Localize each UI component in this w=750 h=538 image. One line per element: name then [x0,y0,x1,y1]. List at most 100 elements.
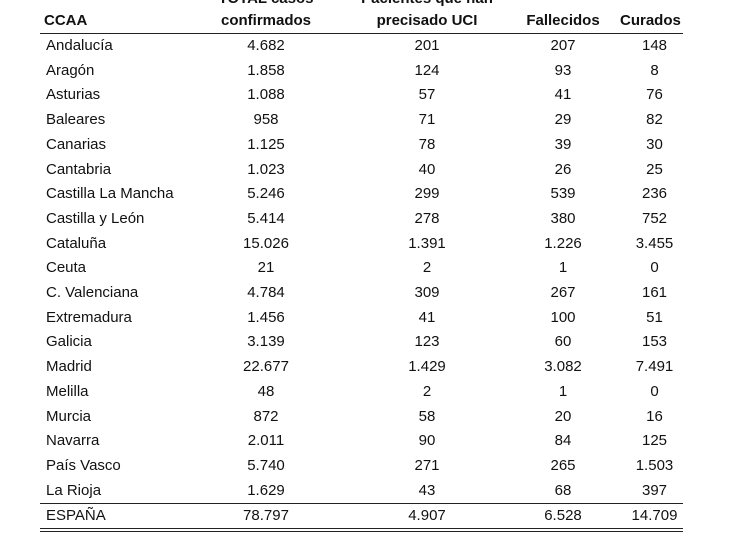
header-confirmed-line1: TOTAL casos [190,0,342,10]
region-cell: Madrid [46,358,92,376]
icu-cell: 1.391 [408,234,446,252]
total-icu-cell: 4.907 [342,503,512,533]
recovered-cell: 8 [650,61,659,79]
deaths-cell: 29 [554,111,572,129]
icu-cell: 41 [418,308,436,326]
icu-cell: 2 [422,382,432,400]
icu-cell: 201 [414,37,440,54]
table-row: La Rioja 1.629 43 68 397 [40,479,683,504]
icu-cell: 43 [418,481,436,499]
recovered-cell: 3.455 [635,234,674,252]
region-cell: Extremadura [46,308,132,326]
confirmed-cell: 5.414 [247,209,285,227]
deaths-cell: 60 [554,333,572,351]
confirmed-cell: 872 [253,407,279,425]
recovered-cell: 161 [641,284,668,302]
recovered-cell: 236 [641,185,668,203]
icu-cell: 90 [418,432,436,450]
confirmed-cell: 1.858 [247,61,285,79]
table-row: Castilla La Mancha 5.246 299 539 236 [40,182,683,207]
region-cell: Castilla y León [46,209,145,227]
table-row: Navarra 2.011 90 84 125 [40,429,683,454]
icu-cell: 1.429 [408,358,446,376]
table-header: CCAA TOTAL casos confirmados Pacientes q… [40,0,683,34]
header-deaths: Fallecidos [512,0,608,34]
region-cell: Canarias [46,135,107,153]
confirmed-cell: 21 [257,259,275,277]
table-row: Murcia 872 58 20 16 [40,405,683,430]
table-row: Asturias 1.088 57 41 76 [40,83,683,108]
region-cell: Cataluña [46,234,107,252]
confirmed-cell: 5.246 [247,185,285,203]
deaths-cell: 267 [550,284,576,302]
confirmed-cell: 15.026 [243,234,289,252]
deaths-cell: 84 [554,432,572,450]
deaths-cell: 539 [550,185,576,203]
deaths-cell: 1.226 [544,234,582,252]
region-cell: Baleares [46,111,106,129]
deaths-cell: 39 [554,135,572,153]
deaths-cell: 41 [554,86,572,104]
region-cell: Navarra [46,432,100,450]
total-deaths-cell: 6.528 [512,503,608,533]
table-row: Madrid 22.677 1.429 3.082 7.491 [40,355,683,380]
table-row: Baleares 958 71 29 82 [40,108,683,133]
confirmed-cell: 4.682 [247,37,285,54]
deaths-cell: 1 [558,382,568,400]
region-cell: Murcia [46,407,92,425]
confirmed-cell: 958 [253,111,279,129]
confirmed-cell: 1.456 [247,308,285,326]
recovered-cell: 82 [646,111,663,129]
icu-cell: 58 [418,407,436,425]
confirmed-cell: 1.023 [247,160,285,178]
confirmed-cell: 22.677 [243,358,289,376]
header-icu-line1: Pacientes que han [342,0,512,10]
deaths-cell: 93 [554,61,572,79]
header-icu: Pacientes que han precisado UCI [342,0,512,34]
deaths-cell: 380 [550,209,576,227]
table-row: País Vasco 5.740 271 265 1.503 [40,454,683,479]
confirmed-cell: 5.740 [247,456,285,474]
recovered-cell: 7.491 [635,358,674,376]
header-recovered-label: Curados [620,12,681,29]
header-region-label: CCAA [44,12,88,29]
recovered-cell: 25 [646,160,663,178]
recovered-cell: 397 [641,481,668,499]
confirmed-cell: 48 [257,382,275,400]
table-row: Melilla 48 2 1 0 [40,380,683,405]
deaths-cell: 1 [558,259,568,277]
region-cell: Ceuta [46,259,87,277]
table-row: Castilla y León 5.414 278 380 752 [40,207,683,232]
deaths-cell: 26 [554,160,572,178]
region-cell: Asturias [46,86,101,104]
total-region-cell: ESPAÑA [40,503,190,533]
region-cell: Galicia [46,333,92,351]
icu-cell: 40 [418,160,436,178]
recovered-cell: 148 [641,37,668,54]
header-recovered: Curados [608,0,683,34]
covid-ccaa-table: CCAA TOTAL casos confirmados Pacientes q… [40,0,683,533]
table-row: Aragón 1.858 124 93 8 [40,59,683,84]
table-row: Canarias 1.125 78 39 30 [40,133,683,158]
recovered-cell: 1.503 [635,456,674,474]
header-row: CCAA TOTAL casos confirmados Pacientes q… [40,0,683,34]
recovered-cell: 30 [646,135,663,153]
icu-cell: 299 [414,185,440,203]
header-confirmed: TOTAL casos confirmados [190,0,342,34]
confirmed-cell: 1.629 [247,481,285,499]
recovered-cell: 76 [646,86,663,104]
recovered-cell: 0 [650,382,659,400]
deaths-cell: 100 [550,308,576,326]
covid-table-sheet: CCAA TOTAL casos confirmados Pacientes q… [40,0,683,533]
total-recovered-cell: 14.709 [608,503,683,533]
recovered-cell: 16 [646,407,663,425]
recovered-cell: 0 [650,259,659,277]
total-confirmed-cell: 78.797 [190,503,342,533]
icu-cell: 271 [414,456,440,474]
region-cell: La Rioja [46,481,102,499]
icu-cell: 71 [418,111,436,129]
header-deaths-label: Fallecidos [526,12,600,29]
recovered-cell: 125 [641,432,668,450]
recovered-cell: 51 [646,308,663,326]
recovered-cell: 153 [641,333,668,351]
